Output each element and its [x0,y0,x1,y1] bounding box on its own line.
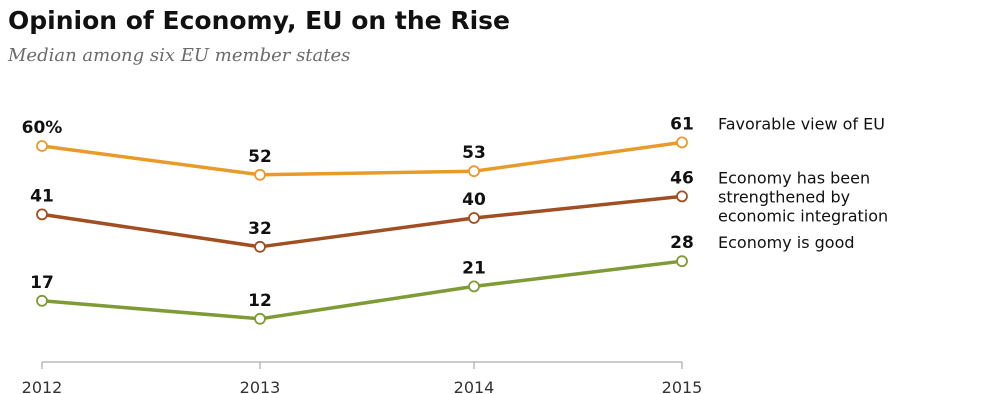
data-point [676,136,688,149]
legend-label-line: Economy is good [718,233,855,252]
x-tick-label: 2012 [22,378,63,394]
legend-label: Economy has been strengthened by economic … [718,168,888,225]
series-layer: 60% 52 53 61 41 32 40 46 17 12 21 28 [22,114,694,325]
x-tick-label: 2014 [454,378,495,394]
series-1: 60% 52 53 61 [22,114,694,181]
data-point [254,312,266,325]
legend: Favorable view of EU Economy has been stre… [718,114,888,252]
data-label: 28 [670,233,694,253]
legend-label: Favorable view of EU [718,114,885,133]
x-axis: 2012 2013 2014 2015 [22,361,703,394]
data-point [676,190,688,203]
series-3: 17 12 21 28 [30,233,694,325]
legend-label-line: Favorable view of EU [718,114,885,133]
data-label: 12 [248,291,272,311]
data-point [254,168,266,181]
legend-label-line: strengthened by [718,187,850,206]
data-point [36,140,48,152]
data-label: 53 [462,143,486,163]
series-2: 41 32 40 46 [30,168,694,253]
data-label: 61 [670,114,694,134]
data-point [468,165,480,178]
x-tick-label: 2015 [662,378,703,394]
legend-label: Economy is good [718,233,855,252]
series-line [40,140,684,177]
data-point [36,294,48,307]
data-label: 40 [462,190,486,210]
chart-title: Opinion of Economy, EU on the Rise [8,6,510,35]
data-point [36,208,48,221]
legend-label-line: economic integration [718,206,888,225]
data-label: 32 [248,219,272,239]
data-point [254,240,266,253]
chart-subtitle: Median among six EU member states [8,45,351,66]
data-point [468,280,480,293]
data-label: 17 [30,273,54,293]
data-label: 41 [30,186,54,206]
legend-label-line: Economy has been [718,168,870,187]
data-point [468,212,480,224]
data-label: 60% [22,118,63,138]
data-point [676,255,688,268]
data-label: 46 [670,168,694,188]
data-label: 21 [462,258,486,278]
data-label: 52 [248,147,272,167]
series-line [40,259,684,321]
x-tick-label: 2013 [240,378,281,394]
series-line [40,194,684,249]
